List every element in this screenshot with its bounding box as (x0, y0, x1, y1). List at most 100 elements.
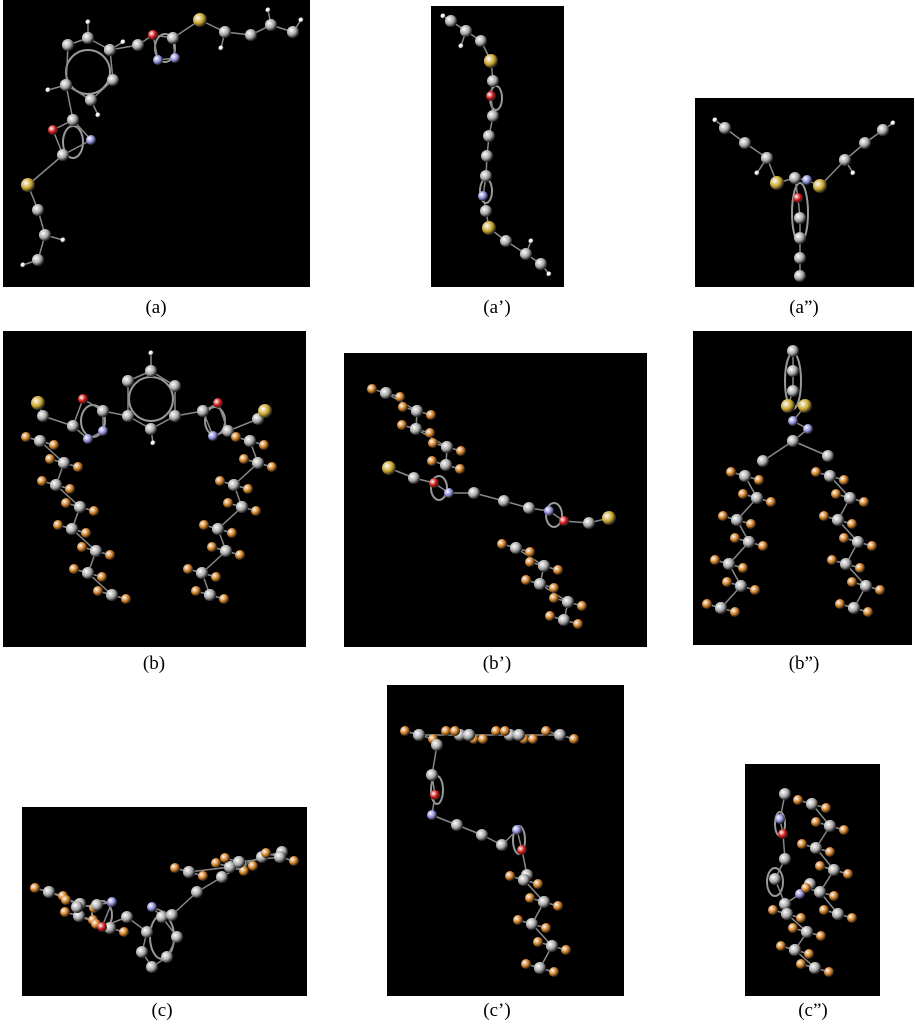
atom-F (829, 891, 839, 901)
atom-C (216, 871, 228, 883)
atom-C (196, 567, 208, 579)
atom-C (769, 873, 781, 885)
atom-F (573, 619, 583, 629)
atom-C (74, 501, 86, 513)
atom-C (832, 514, 844, 526)
atom-F (49, 440, 59, 450)
atom-F (425, 428, 435, 438)
atom-C (166, 909, 178, 921)
atom-C (513, 729, 525, 741)
aromatic-ring (65, 49, 111, 95)
atom-F (561, 945, 571, 955)
atom-F (261, 848, 271, 858)
atom-C (220, 545, 232, 557)
atom-F (97, 572, 107, 582)
atom-O (793, 193, 803, 203)
atom-S (813, 179, 827, 193)
atom-C (534, 962, 546, 974)
atom-F (248, 861, 258, 871)
atom-C (476, 829, 488, 841)
atom-C (106, 589, 118, 601)
bond (27, 154, 64, 186)
atom-C (441, 441, 453, 453)
atom-N (153, 55, 163, 65)
atom-N (208, 431, 218, 441)
atom-N (775, 814, 785, 824)
atom-F (824, 967, 834, 977)
atom-C (380, 387, 392, 399)
atom-N (427, 810, 437, 820)
atom-C (844, 492, 856, 504)
atom-F (819, 905, 829, 915)
atom-F (497, 539, 507, 549)
atom-N (788, 416, 798, 426)
atom-S (382, 461, 396, 475)
atom-F (533, 937, 543, 947)
atom-O (48, 125, 58, 135)
atom-C (82, 32, 94, 44)
panel-c-prime (387, 685, 624, 996)
atom-C (520, 248, 532, 260)
molecule-image (20, 7, 304, 268)
atom-F (855, 563, 865, 573)
atom-C (156, 911, 168, 923)
atom-F (521, 959, 531, 969)
atom-C (460, 25, 472, 37)
atom-F (267, 462, 277, 472)
atom-C (60, 79, 72, 91)
atom-H (440, 13, 446, 19)
atom-F (93, 586, 103, 596)
atom-F (738, 563, 748, 573)
atom-C (523, 502, 535, 514)
atom-F (45, 454, 55, 464)
atom-H (265, 7, 271, 13)
molecule-image (30, 846, 299, 973)
molecule-image (702, 345, 885, 617)
atom-F (367, 384, 377, 394)
atom-F (220, 853, 230, 863)
atom-C (252, 457, 264, 469)
atom-F (30, 883, 40, 893)
atom-C (824, 470, 836, 482)
panel-label: (b) (142, 653, 166, 674)
atom-F (215, 476, 225, 486)
atom-F (569, 734, 579, 744)
atom-C (794, 232, 806, 244)
atom-H (754, 170, 760, 176)
atom-C (751, 492, 763, 504)
atom-F (816, 931, 826, 941)
bond (65, 44, 69, 86)
atom-C (814, 886, 826, 898)
atom-C (475, 35, 487, 47)
atom-F (239, 454, 249, 464)
atom-C (794, 252, 806, 264)
atom-C (169, 410, 181, 422)
atom-F (835, 599, 845, 609)
panel-b-prime (344, 353, 647, 647)
atom-H (458, 43, 464, 49)
bond (762, 440, 794, 462)
atom-C (500, 235, 512, 247)
atom-F (191, 586, 201, 596)
atom-F (525, 557, 535, 567)
atom-C (877, 124, 889, 136)
panel-a-double-prime (695, 98, 914, 287)
atom-H (20, 262, 26, 268)
atom-F (776, 941, 786, 951)
atom-C (431, 739, 443, 751)
atom-C (852, 536, 864, 548)
atom-S (602, 511, 616, 525)
atom-F (758, 541, 768, 551)
atom-F (73, 462, 83, 472)
atom-C (32, 254, 44, 266)
atom-C (859, 137, 871, 149)
atom-C (107, 74, 119, 86)
atom-N (147, 902, 157, 912)
atom-C (57, 149, 69, 161)
atom-C (806, 798, 818, 810)
atom-N (83, 434, 93, 444)
atom-H (298, 17, 304, 23)
atom-F (207, 542, 217, 552)
bond (188, 866, 231, 873)
atom-C (91, 899, 103, 911)
